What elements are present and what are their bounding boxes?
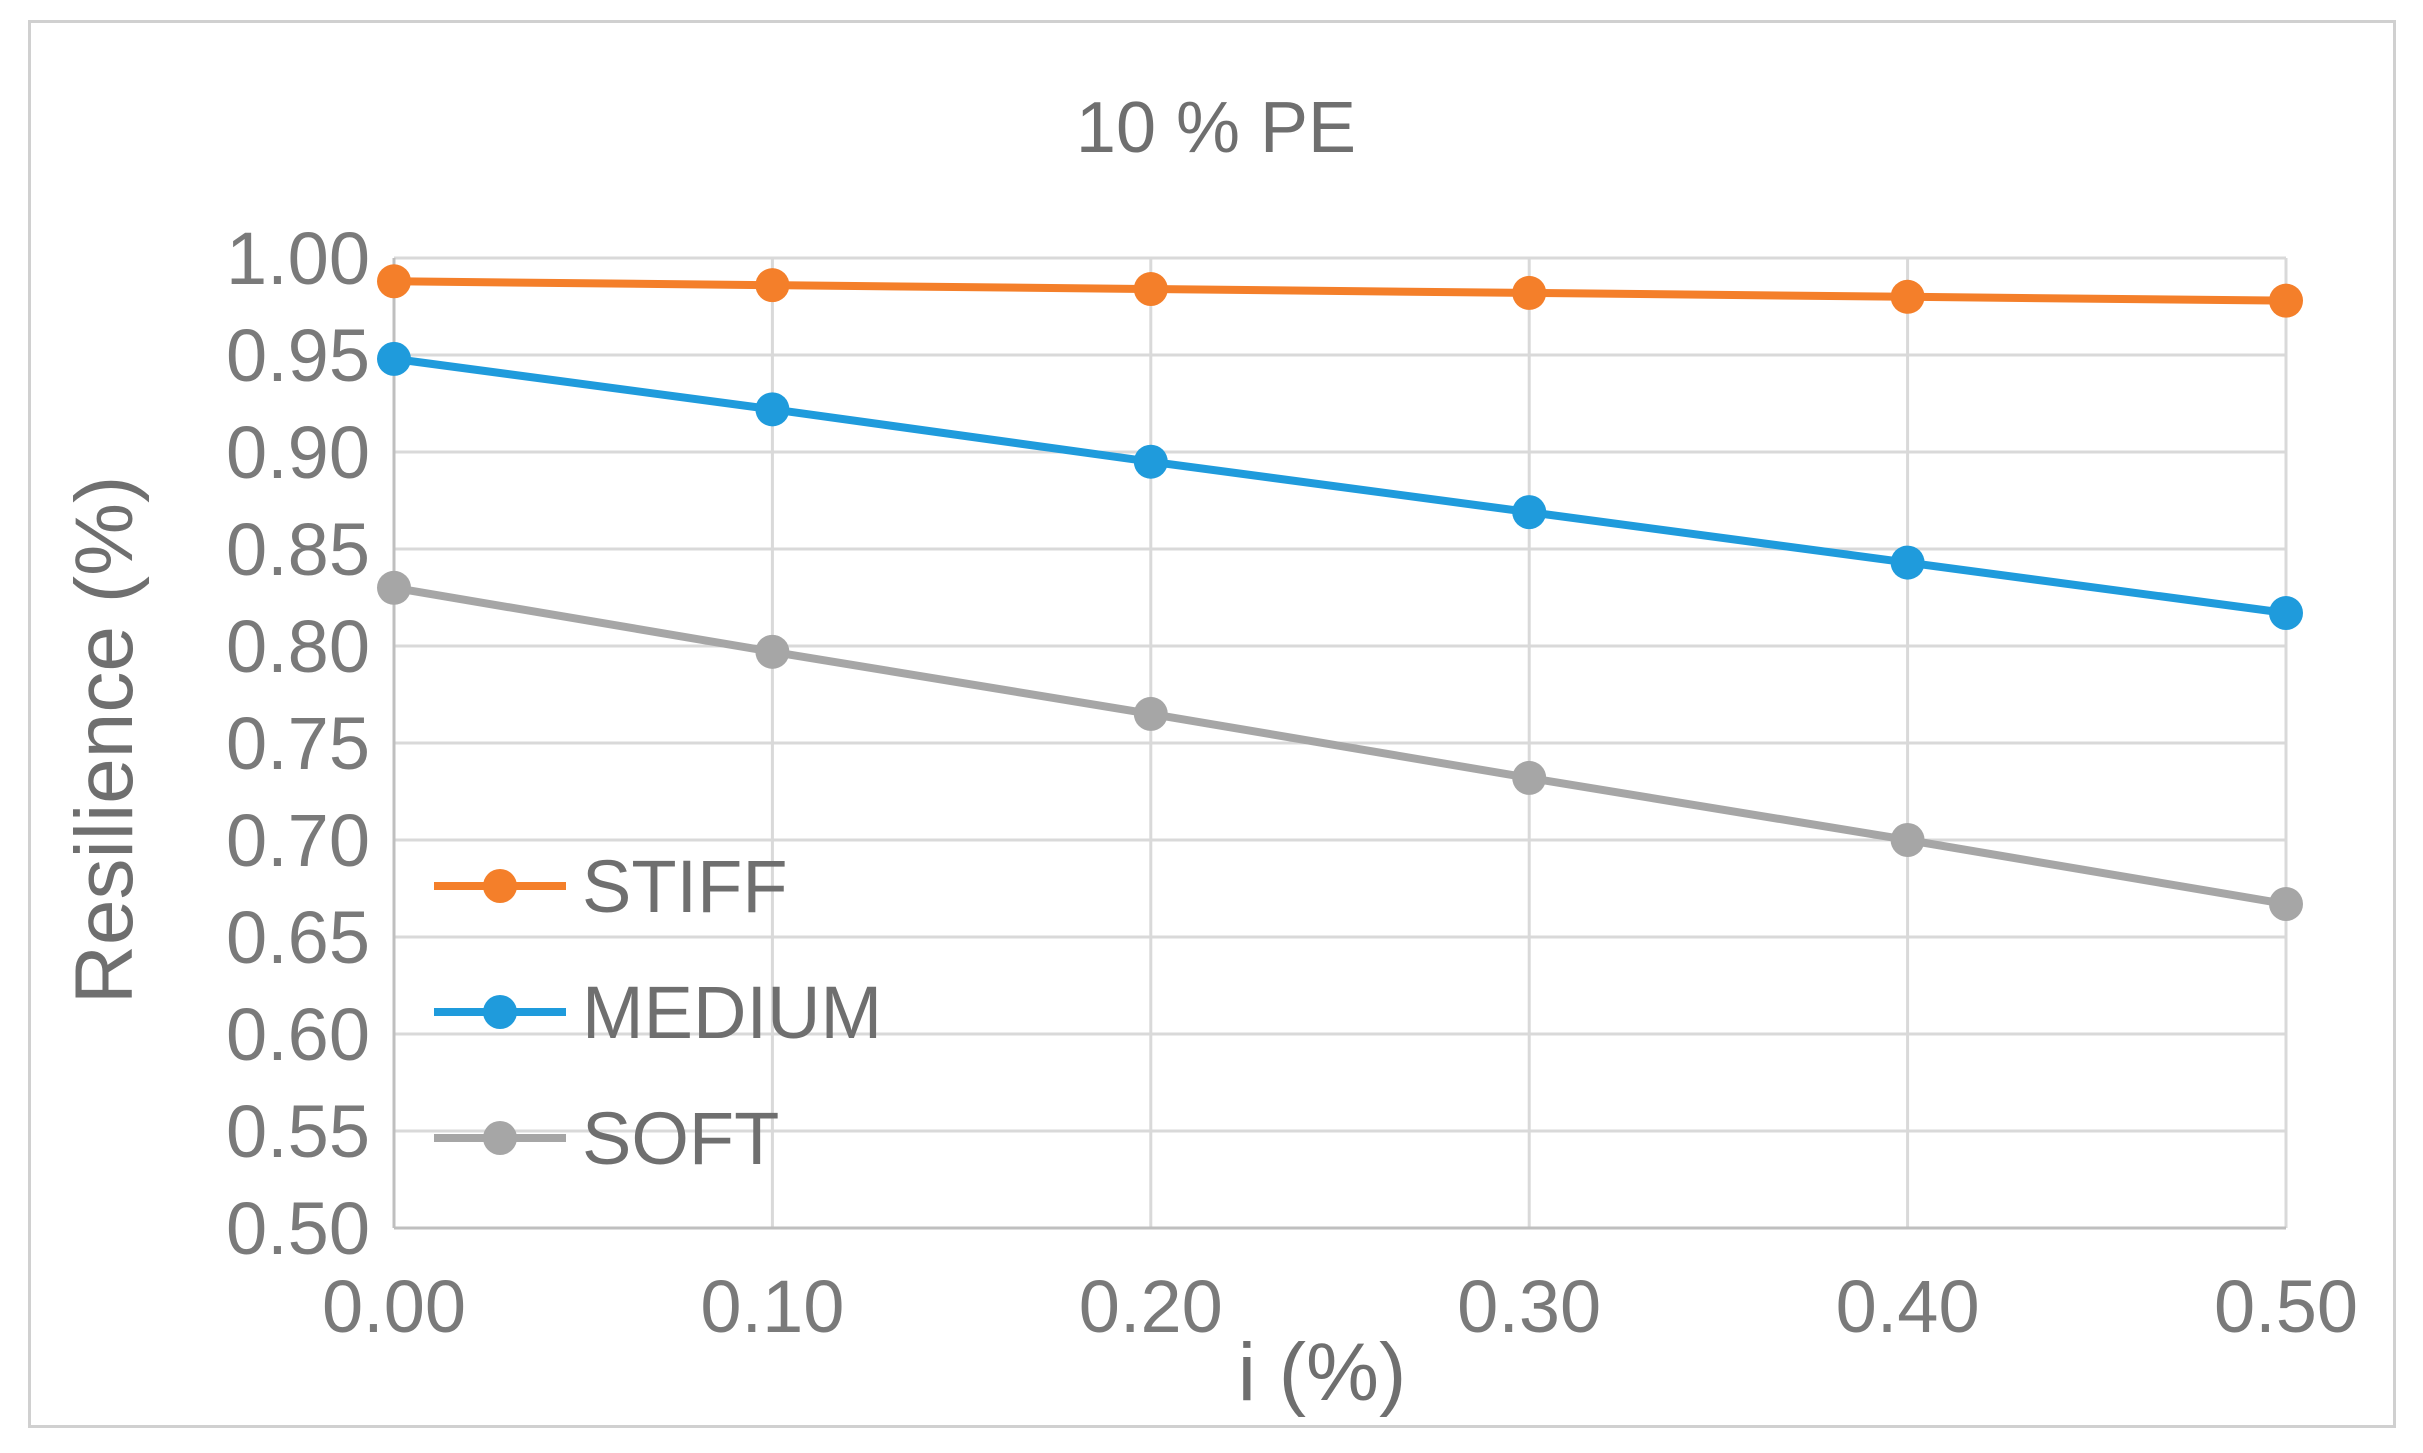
data-point-medium [1512, 495, 1547, 530]
y-tick-label: 0.80 [226, 605, 370, 688]
data-point-stiff [1512, 275, 1547, 310]
y-tick-label: 0.55 [226, 1090, 370, 1173]
x-tick-label: 0.30 [1457, 1265, 1601, 1348]
data-point-soft [1133, 696, 1168, 731]
series-lines [377, 264, 2303, 922]
x-tick-label: 0.10 [700, 1265, 844, 1348]
y-tick-label: 0.95 [226, 314, 370, 397]
legend-marker-soft [483, 1121, 517, 1155]
legend-label-medium: MEDIUM [582, 971, 882, 1054]
data-point-soft [1890, 823, 1925, 857]
data-point-stiff [1890, 279, 1925, 314]
legend: STIFF MEDIUM SOFT [434, 845, 882, 1180]
series-line-stiff [393, 277, 2287, 305]
x-axis-title: i (%) [1238, 1327, 1407, 1418]
data-point-medium [377, 341, 411, 376]
x-tick-label: 0.40 [1836, 1265, 1980, 1348]
legend-marker-stiff [483, 869, 517, 903]
legend-item-soft: SOFT [434, 1097, 779, 1180]
data-point-medium [2269, 596, 2303, 631]
data-point-medium [1890, 545, 1925, 580]
data-point-soft [377, 570, 411, 605]
data-point-stiff [2269, 283, 2303, 318]
legend-marker-medium [483, 995, 517, 1029]
y-tick-label: 1.00 [226, 217, 370, 300]
data-point-medium [755, 392, 790, 427]
series-line-soft [393, 583, 2287, 908]
y-tick-label: 0.65 [226, 896, 370, 979]
y-tick-label: 0.90 [226, 411, 370, 494]
tick-labels: 0.50 0.55 0.60 0.65 0.70 0.75 0.80 0.85 0.90 0.95… [226, 217, 2358, 1348]
y-tick-label: 0.70 [226, 799, 370, 882]
series-line-medium [393, 354, 2287, 617]
chart-title: 10 % PE [1076, 88, 1356, 168]
legend-label-soft: SOFT [582, 1097, 779, 1180]
data-point-soft [755, 634, 790, 669]
y-tick-label: 0.60 [226, 993, 370, 1076]
x-tick-label: 0.00 [322, 1265, 466, 1348]
legend-item-medium: MEDIUM [434, 971, 882, 1054]
y-axis-title: Resilience (%) [59, 476, 150, 1005]
legend-item-stiff: STIFF [434, 845, 788, 928]
x-tick-label: 0.20 [1079, 1265, 1223, 1348]
data-point-soft [2269, 887, 2303, 922]
legend-label-stiff: STIFF [582, 845, 788, 928]
x-tick-label: 0.50 [2214, 1265, 2358, 1348]
data-point-soft [1512, 760, 1547, 795]
y-tick-label: 0.50 [226, 1187, 370, 1270]
data-point-stiff [377, 264, 411, 299]
y-tick-label: 0.75 [226, 702, 370, 785]
axes [392, 258, 2286, 1230]
data-point-stiff [1133, 272, 1168, 307]
gridlines [394, 256, 2288, 1228]
data-point-medium [1133, 444, 1168, 479]
data-point-stiff [755, 268, 790, 303]
y-tick-label: 0.85 [226, 508, 370, 591]
